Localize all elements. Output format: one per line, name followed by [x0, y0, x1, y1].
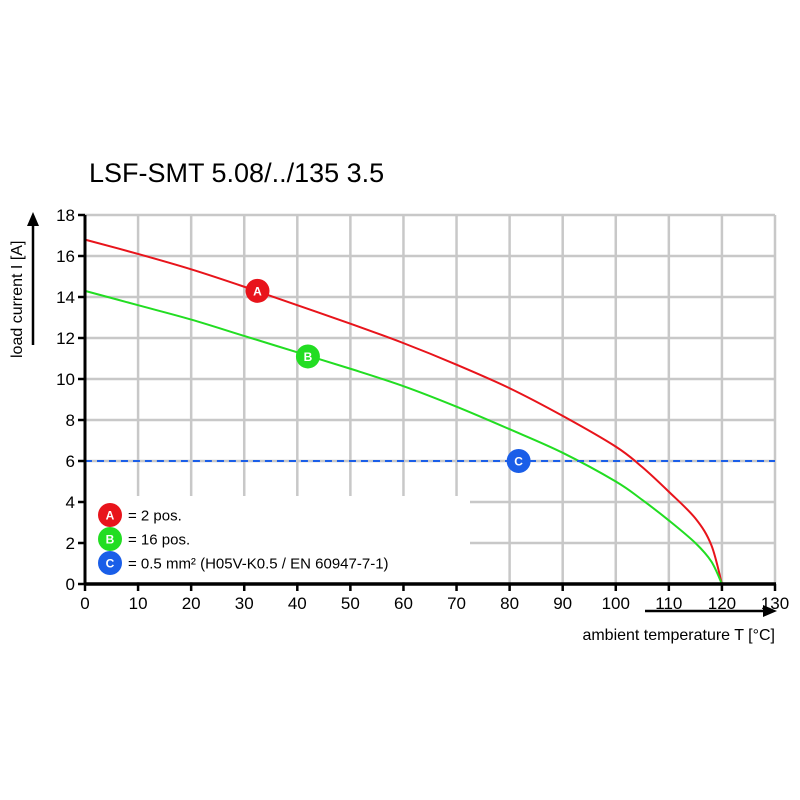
- marker-circle: [98, 503, 122, 527]
- y-tick-label: 14: [56, 288, 75, 307]
- y-tick-label: 16: [56, 247, 75, 266]
- marker-label: A: [253, 284, 262, 298]
- marker-circle: [245, 278, 270, 303]
- y-tick-label: 2: [66, 534, 75, 553]
- x-tick-label: 120: [708, 594, 736, 613]
- marker-label: C: [514, 455, 523, 469]
- marker-c: C: [506, 449, 531, 473]
- marker-label: B: [304, 350, 313, 364]
- legend-background: [86, 496, 470, 582]
- y-tick-label: 10: [56, 370, 75, 389]
- x-tick-label: 50: [341, 594, 360, 613]
- x-axis-label: ambient temperature T [°C]: [582, 627, 775, 644]
- x-tick-label: 60: [394, 594, 413, 613]
- y-tick-label: 12: [56, 329, 75, 348]
- axes: 0 10 20 30 40 50 60 70 80 90 100 110 120 130024681012…: [56, 206, 789, 613]
- legend-text: = 0.5 mm² (H05V-K0.5 / EN 60947-7-1): [128, 556, 389, 573]
- series-line-a: [84, 238, 723, 585]
- x-tick-label: 0: [80, 594, 89, 613]
- x-axis-arrow: [645, 605, 777, 617]
- x-tick-label: 110: [655, 594, 682, 613]
- marker-label: C: [106, 557, 115, 571]
- x-tick-label: 100: [602, 594, 630, 613]
- x-tick-label: 70: [447, 594, 466, 613]
- marker-a: A: [245, 278, 270, 303]
- legend-text: = 2 pos.: [128, 508, 182, 525]
- y-axis-label: load current I [A]: [9, 241, 26, 358]
- y-tick-label: 6: [66, 452, 75, 471]
- chart-title: LSF-SMT 5.08/../135 3.5: [89, 158, 385, 188]
- x-tick-label: 30: [235, 594, 254, 613]
- x-tick-label: 80: [500, 594, 519, 613]
- y-tick-label: 18: [56, 206, 75, 225]
- y-tick-label: 4: [66, 493, 75, 512]
- y-tick-label: 8: [66, 411, 75, 430]
- legend: A = 2 pos. B = 16 pos. C = 0.5 mm² (H05V-K0.5…: [98, 503, 389, 575]
- marker-label: A: [106, 509, 115, 523]
- marker-b: B: [295, 344, 320, 369]
- x-tick-label: 20: [182, 594, 201, 613]
- legend-item: C = 0.5 mm² (H05V-K0.5 / EN 60947-7-1): [98, 551, 389, 575]
- marker-circle: [295, 344, 320, 369]
- legend-text: = 16 pos.: [128, 532, 190, 549]
- marker-circle: [98, 551, 122, 575]
- y-tick-label: 0: [66, 575, 75, 594]
- legend-marker-b: B: [98, 527, 122, 551]
- series-layer: [84, 238, 775, 585]
- x-tick-label: 40: [288, 594, 307, 613]
- marker-circle: [98, 527, 122, 551]
- legend-item: B = 16 pos.: [98, 527, 190, 551]
- legend-marker-c: C: [98, 551, 122, 575]
- marker-label: B: [106, 533, 115, 547]
- marker-circle: [506, 449, 531, 473]
- markers-layer: A B C: [245, 278, 531, 473]
- legend-item: A = 2 pos.: [98, 503, 182, 527]
- legend-marker-a: A: [98, 503, 122, 527]
- x-tick-label: 10: [129, 594, 148, 613]
- x-tick-label: 90: [553, 594, 572, 613]
- y-axis-arrow: [27, 212, 39, 345]
- series-line-b: [84, 289, 723, 585]
